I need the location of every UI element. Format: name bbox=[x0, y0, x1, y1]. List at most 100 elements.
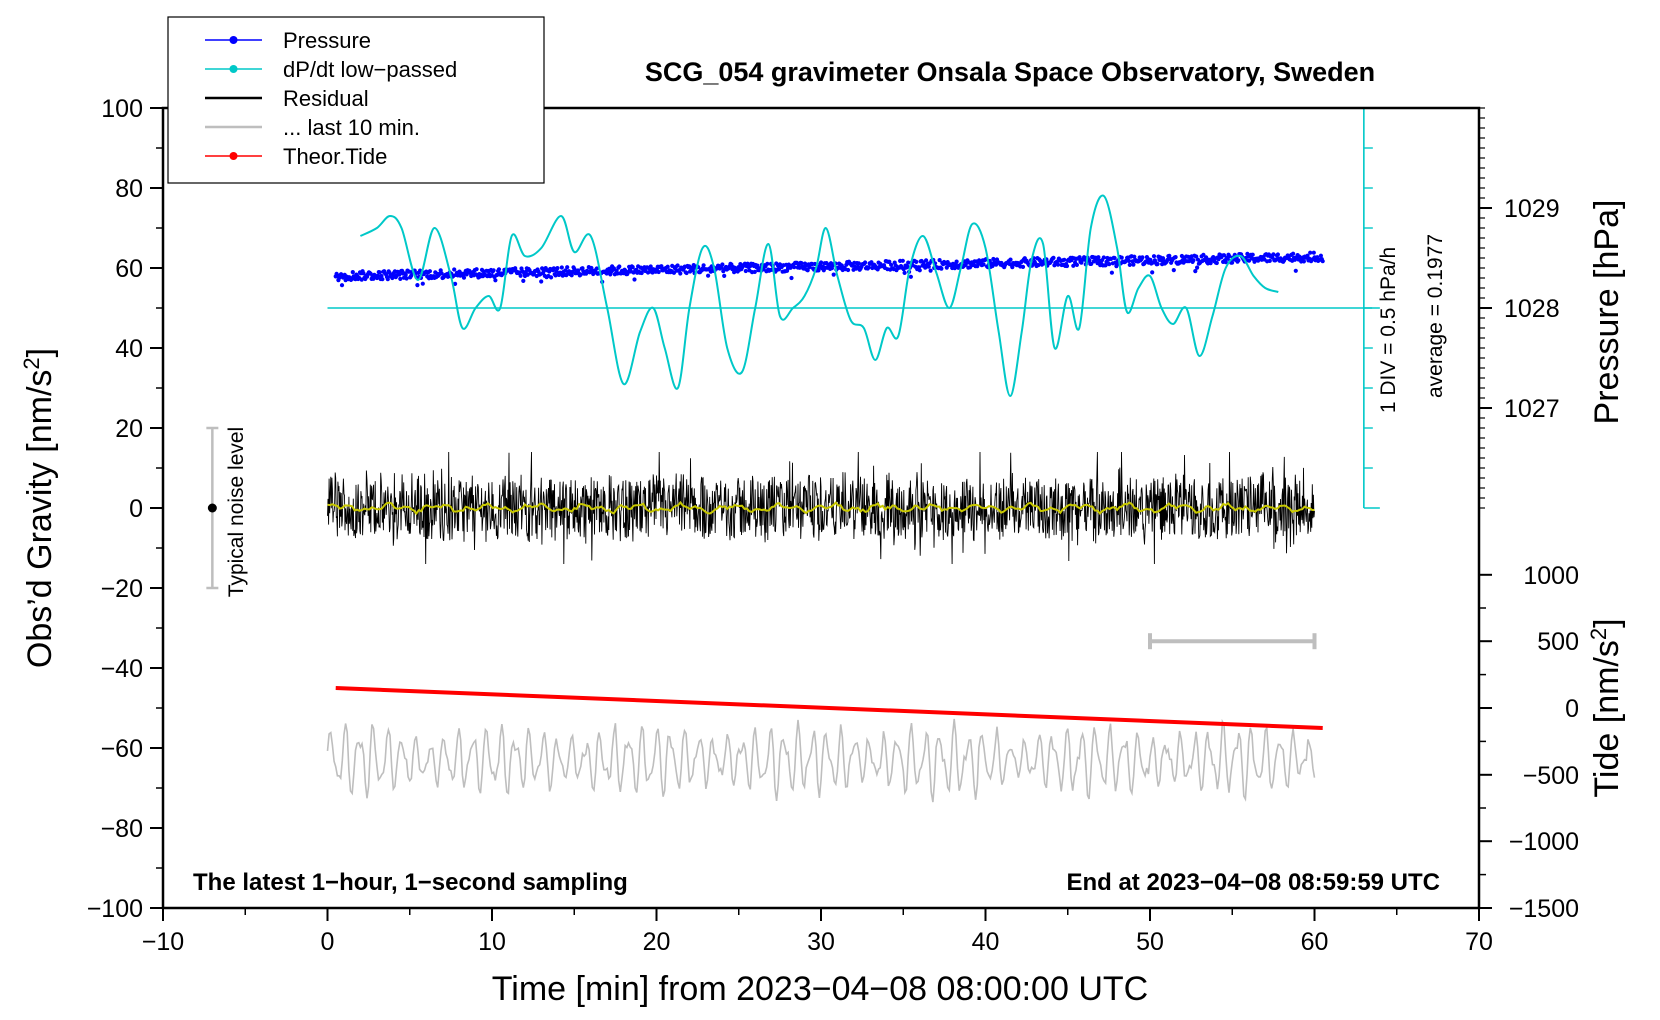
pressure-point bbox=[1089, 261, 1094, 266]
pressure-point bbox=[1173, 255, 1178, 260]
y-axis-title-pressure: Pressure [hPa] bbox=[1588, 200, 1626, 425]
pressure-point bbox=[831, 272, 836, 277]
legend-label: Pressure bbox=[283, 28, 371, 53]
y-tick-label: 100 bbox=[101, 95, 143, 123]
pressure-point bbox=[1096, 255, 1101, 260]
pressure-point bbox=[452, 267, 457, 272]
pressure-point bbox=[887, 259, 892, 264]
pressure-point bbox=[914, 259, 919, 264]
y-title-left-main: Obs’d Gravity [nm/s bbox=[21, 370, 59, 669]
pressure-point bbox=[403, 272, 408, 277]
y-tick-label: −100 bbox=[87, 895, 143, 923]
pressure-point bbox=[1051, 255, 1056, 260]
pressure-point bbox=[1293, 268, 1298, 273]
pressure-point bbox=[1301, 259, 1306, 264]
dpdt-scale-label: 1 DIV = 0.5 hPa/h bbox=[1377, 247, 1400, 413]
x-tick-label: 30 bbox=[807, 928, 835, 956]
pressure-point bbox=[1194, 254, 1199, 259]
pressure-point bbox=[1208, 261, 1213, 266]
pressure-point bbox=[518, 273, 523, 278]
pressure-point bbox=[863, 260, 868, 265]
pressure-point bbox=[1311, 250, 1316, 255]
y-axis-title-left: Obs’d Gravity [nm/s2] bbox=[19, 348, 60, 668]
pressure-point bbox=[1308, 250, 1313, 255]
x-tick-label: 60 bbox=[1301, 928, 1329, 956]
pressure-point bbox=[398, 276, 403, 281]
pressure-point bbox=[377, 270, 382, 275]
axes-layer: −10 0 10 20 30 40 50 60 70−100−80−60−40−20020406… bbox=[87, 95, 1579, 956]
x-tick-label: 70 bbox=[1465, 928, 1493, 956]
pressure-point bbox=[1131, 262, 1136, 267]
pressure-point bbox=[397, 272, 402, 277]
pressure-point bbox=[656, 269, 661, 275]
pressure-point bbox=[954, 259, 959, 264]
pressure-point bbox=[578, 272, 583, 277]
pressure-point bbox=[1008, 257, 1013, 262]
y-tick-label: −20 bbox=[101, 575, 143, 603]
tide-line bbox=[335, 686, 1323, 730]
pressure-point bbox=[1109, 270, 1114, 275]
pressure-point bbox=[1132, 254, 1137, 259]
pressure-point bbox=[1236, 258, 1241, 263]
pressure-point bbox=[1267, 258, 1272, 263]
dpdt-line bbox=[359, 194, 1279, 398]
pressure-point bbox=[1291, 251, 1296, 256]
tide-tick-label: 0 bbox=[1565, 695, 1579, 723]
pressure-point bbox=[939, 266, 944, 271]
pressure-point bbox=[928, 268, 933, 273]
pressure-point bbox=[569, 273, 574, 278]
pressure-point bbox=[1275, 252, 1280, 257]
legend: Pressure dP/dt low−passed Residual ... last… bbox=[167, 16, 545, 184]
pressure-point bbox=[1171, 268, 1176, 273]
y-axis-title-tide: Tide [nm/s2] bbox=[1586, 618, 1627, 797]
dpdt-average-label: average = 0.1977 bbox=[1424, 234, 1447, 398]
pressure-point bbox=[981, 262, 986, 267]
pressure-point bbox=[491, 268, 496, 273]
y-title-tide-end: ] bbox=[1588, 618, 1626, 627]
pressure-point bbox=[1055, 262, 1061, 267]
legend-label: dP/dt low−passed bbox=[283, 57, 457, 82]
pressure-point bbox=[380, 277, 385, 282]
pressure-point bbox=[991, 256, 996, 262]
pressure-point bbox=[420, 281, 425, 286]
pressure-point bbox=[1250, 252, 1255, 257]
y-tick-label: −60 bbox=[101, 735, 143, 763]
y-tick-label: 60 bbox=[115, 255, 143, 283]
pressure-point bbox=[1074, 262, 1079, 267]
pressure-point bbox=[755, 263, 760, 268]
pressure-point bbox=[684, 270, 689, 276]
y-tick-label: −80 bbox=[101, 815, 143, 843]
pressure-point bbox=[926, 264, 931, 269]
pressure-point bbox=[816, 268, 821, 273]
pressure-point bbox=[409, 273, 414, 278]
pressure-point bbox=[379, 273, 384, 279]
pressure-point bbox=[819, 260, 824, 265]
pressure-point bbox=[889, 262, 894, 267]
pressure-point bbox=[1064, 263, 1070, 269]
pressure-point bbox=[937, 258, 942, 263]
pressure-point bbox=[805, 268, 810, 273]
tide-tick-label: −500 bbox=[1523, 762, 1579, 790]
pressure-point bbox=[1318, 253, 1323, 258]
pressure-point bbox=[565, 265, 570, 270]
pressure-point bbox=[678, 271, 683, 276]
pressure-point bbox=[792, 265, 797, 270]
pressure-point bbox=[1320, 259, 1325, 264]
x-tick-label: 50 bbox=[1136, 928, 1164, 956]
last-10-min-line bbox=[326, 718, 1316, 803]
pressure-point bbox=[1151, 254, 1157, 259]
pressure-point bbox=[639, 270, 644, 276]
pressure-point bbox=[1071, 263, 1076, 268]
pressure-point bbox=[1150, 270, 1155, 275]
pressure-point bbox=[1148, 257, 1153, 262]
pressure-point bbox=[846, 267, 851, 273]
pressure-point bbox=[496, 267, 502, 272]
pressure-point bbox=[1010, 265, 1015, 270]
pressure-point bbox=[856, 261, 861, 266]
pressure-point bbox=[1223, 260, 1228, 265]
tide-tick-label: 1000 bbox=[1523, 562, 1579, 590]
pressure-point bbox=[1112, 255, 1117, 261]
pressure-point bbox=[659, 264, 664, 269]
